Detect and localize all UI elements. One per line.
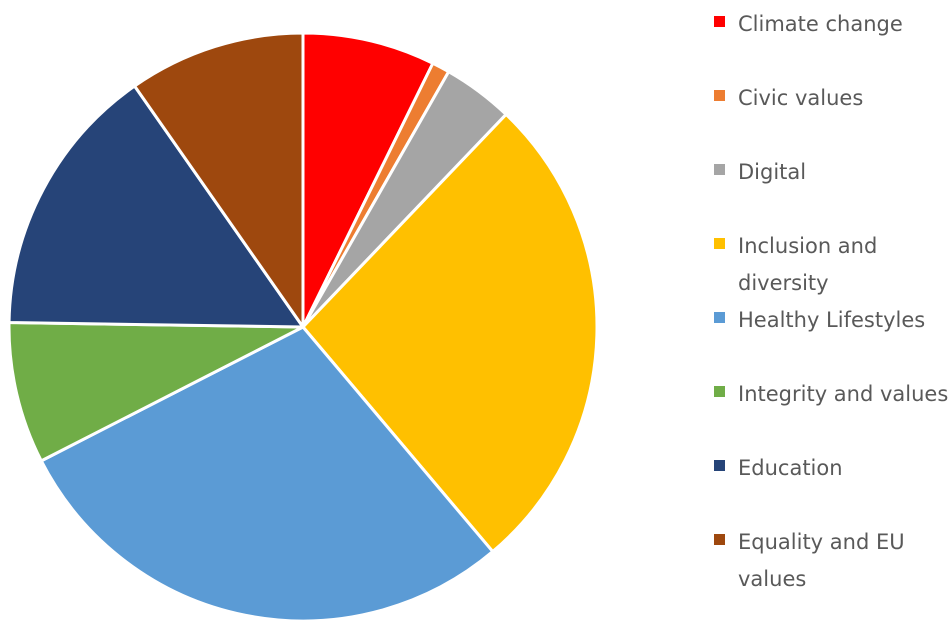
pie-slice-healthy-lifestyles xyxy=(39,325,495,620)
legend-label: Inclusion and diversity xyxy=(738,234,878,295)
legend-swatch xyxy=(714,90,725,101)
legend-item-education: Education xyxy=(714,450,950,487)
legend-swatch xyxy=(714,238,725,249)
legend-label: Education xyxy=(738,456,843,480)
pie-slice-education xyxy=(7,84,305,329)
legend-swatch xyxy=(714,16,725,27)
legend-label: Healthy Lifestyles xyxy=(738,308,926,332)
legend-label: Civic values xyxy=(738,86,864,110)
legend-item-inclusion-and-diversity: Inclusion and diversity xyxy=(714,228,950,302)
legend-swatch xyxy=(714,164,725,175)
legend-item-healthy-lifestyles: Healthy Lifestyles xyxy=(714,302,950,339)
legend-item-climate-change: Climate change xyxy=(714,6,950,43)
pie-slice-equality-and-eu-values xyxy=(133,31,305,329)
legend-item-equality-and-eu-values: Equality and EU values xyxy=(714,524,950,598)
pie-slice-inclusion-and-diversity xyxy=(301,112,599,554)
legend-item-civic-values: Civic values xyxy=(714,80,950,117)
legend-label: Integrity and values xyxy=(738,382,949,406)
legend-swatch xyxy=(714,460,725,471)
legend-item-integrity-and-values: Integrity and values xyxy=(714,376,950,413)
pie-slice-climate-change xyxy=(301,31,435,329)
legend-label: Digital xyxy=(738,160,807,184)
legend-label: Equality and EU values xyxy=(738,530,905,591)
legend-swatch xyxy=(714,312,725,323)
legend-label: Climate change xyxy=(738,12,903,36)
legend-swatch xyxy=(714,386,725,397)
pie-slice-integrity-and-values xyxy=(7,321,305,463)
legend-swatch xyxy=(714,534,725,545)
legend-item-digital: Digital xyxy=(714,154,950,191)
